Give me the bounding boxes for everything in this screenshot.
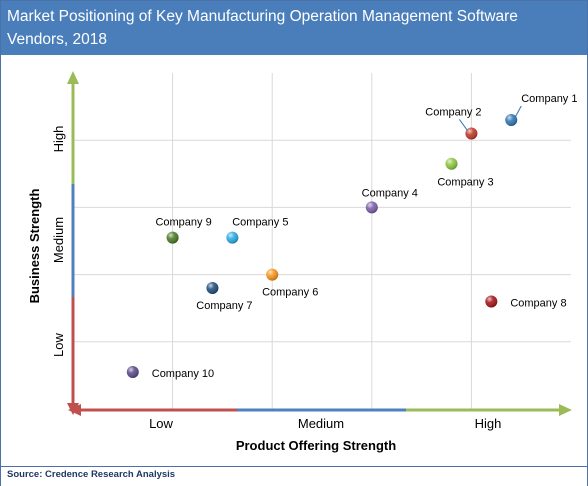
leader-line [458,119,468,131]
axes [67,71,572,416]
x-tick-label: Low [149,416,173,431]
point-label: Company 4 [362,187,418,199]
y-axis-arrow-up [67,71,79,84]
y-tick-label: Low [51,332,66,356]
title-bar: Market Positioning of Key Manufacturing … [1,1,587,55]
data-point-highlight [166,231,179,244]
point-label: Company 10 [152,368,214,380]
data-point-highlight [126,366,139,379]
leader-line [514,105,522,118]
tick-labels: Low Medium High Low Medium High [51,126,501,431]
x-axis-arrow-right [559,404,572,416]
data-point-highlight [485,295,498,308]
y-axis-label: Business Strength [27,189,42,304]
point-label: Company 2 [425,106,481,118]
x-tick-label: High [475,416,502,431]
point-label: Company 8 [510,297,566,309]
point-labels: Company 1 Company 2 Company 3 Company 4 Comp… [152,93,578,380]
data-point-highlight [226,231,239,244]
point-label: Company 1 [521,93,577,105]
point-label: Company 6 [262,287,318,299]
point-label: Company 9 [155,217,211,229]
data-points [126,114,518,379]
grid [73,73,571,409]
y-tick-label: High [51,126,66,153]
point-label: Company 5 [232,217,288,229]
x-axis-label: Product Offering Strength [236,438,396,453]
data-point-highlight [445,157,458,170]
y-tick-label: Medium [51,217,66,263]
source-note: Source: Credence Research Analysis [7,469,176,480]
data-point-highlight [465,127,478,140]
x-axis-arrow-left [68,404,81,416]
x-tick-label: Medium [298,416,344,431]
data-point-highlight [206,282,219,295]
point-label: Company 3 [437,177,493,189]
footer: Source: Credence Research Analysis [1,466,587,486]
point-label: Company 7 [196,300,252,312]
chart-title: Market Positioning of Key Manufacturing … [7,8,518,48]
data-point-highlight [365,201,378,214]
data-point-highlight [505,114,518,127]
data-point-highlight [266,268,279,281]
